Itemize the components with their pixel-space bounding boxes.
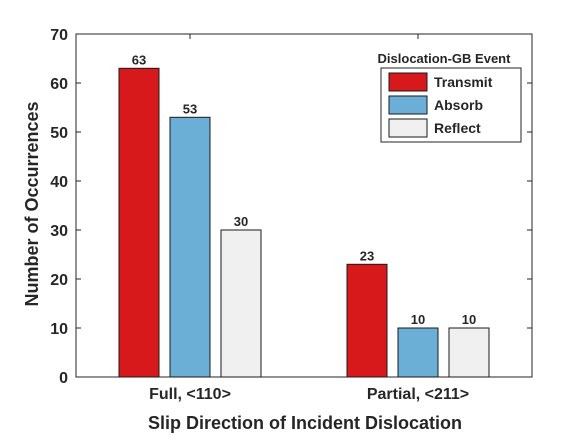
data-labels: 63 53 30 23 10 10	[132, 52, 476, 327]
y-tick-label: 0	[59, 370, 68, 387]
bar-absorb	[169, 116, 211, 378]
data-label: 23	[360, 248, 374, 263]
legend: Dislocation-GB Event Transmit Absorb Refle…	[378, 51, 522, 143]
y-tick-label: 40	[50, 174, 68, 191]
x-tick-label: Full, <110>	[149, 386, 231, 403]
y-tick-label: 30	[50, 223, 68, 240]
y-tick-label: 60	[50, 76, 68, 93]
legend-label-transmit: Transmit	[434, 74, 493, 90]
data-label: 10	[411, 312, 425, 327]
bars	[118, 67, 490, 378]
bar-reflect	[220, 229, 262, 378]
bar-transmit	[118, 67, 160, 378]
axes: 0 10 20 30 40 50 60 70 Full, <110> Partial, <211>	[50, 27, 533, 403]
data-label: 63	[132, 52, 146, 67]
bar-absorb	[397, 327, 439, 378]
legend-swatch-transmit	[388, 72, 428, 92]
legend-label-reflect: Reflect	[434, 120, 481, 136]
legend-swatch-reflect	[388, 118, 428, 138]
y-tick-label: 10	[50, 321, 68, 338]
plot-frame	[75, 33, 533, 378]
x-axis-label: Slip Direction of Incident Dislocation	[148, 413, 462, 433]
bar-reflect	[448, 327, 490, 378]
legend-title: Dislocation-GB Event	[378, 51, 512, 66]
x-tick-label: Partial, <211>	[367, 386, 469, 403]
legend-label-absorb: Absorb	[434, 97, 483, 113]
y-tick-label: 70	[50, 27, 68, 44]
legend-items: Transmit Absorb Reflect	[388, 72, 493, 138]
y-axis-label: Number of Occurrences	[22, 101, 42, 306]
legend-swatch-absorb	[388, 95, 428, 115]
data-label: 53	[183, 101, 197, 116]
data-label: 10	[462, 312, 476, 327]
y-tick-label: 20	[50, 272, 68, 289]
bar-transmit	[346, 263, 388, 378]
data-label: 30	[234, 214, 248, 229]
y-tick-label: 50	[50, 125, 68, 142]
